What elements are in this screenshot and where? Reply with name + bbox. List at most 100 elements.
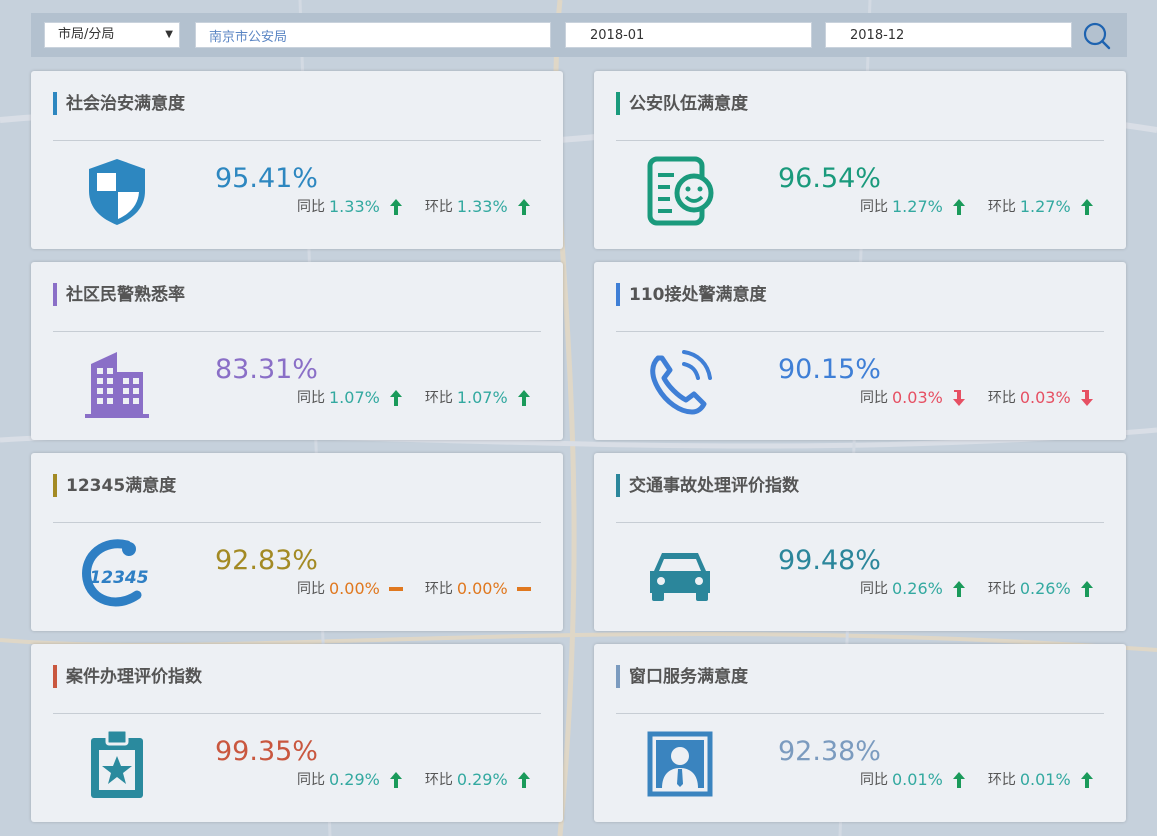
- mom-down-arrow-icon: [1080, 390, 1093, 406]
- card-compare: 同比 0.00% 环比 0.00%: [297, 578, 531, 600]
- card-value: 99.35%: [215, 736, 318, 767]
- mom-up-arrow-icon: [517, 199, 530, 215]
- card-divider: [53, 522, 541, 523]
- stat-card: 社会治安满意度 95.41% 同比 1.33% 环比 1.33%: [31, 71, 563, 249]
- mom-label: 环比: [987, 772, 1016, 788]
- yoy-up-arrow-icon: [952, 772, 965, 788]
- svg-text:12345: 12345: [89, 568, 148, 588]
- building-icon: [77, 342, 157, 422]
- yoy-value: 0.00%: [329, 579, 380, 598]
- stat-card: 交通事故处理评价指数 99.48% 同比 0.26% 环比 0.26%: [594, 453, 1126, 631]
- mom-up-arrow-icon: [1080, 772, 1093, 788]
- card-compare: 同比 1.07% 环比 1.07%: [297, 387, 531, 409]
- mom-up-arrow-icon: [517, 390, 530, 406]
- mom-label: 环比: [987, 581, 1016, 597]
- card-title-accent: [53, 92, 57, 115]
- card-title: 交通事故处理评价指数: [629, 476, 799, 496]
- mom-value: 1.27%: [1019, 197, 1071, 216]
- yoy-value: 1.07%: [329, 388, 380, 407]
- mom-label: 环比: [424, 390, 453, 406]
- yoy-up-arrow-icon: [389, 772, 402, 788]
- mom-up-arrow-icon: [517, 772, 530, 788]
- card-title: 12345满意度: [66, 476, 177, 496]
- mom-value: 0.00%: [456, 579, 508, 598]
- mom-flat-dash-icon: [516, 587, 531, 591]
- card-value: 90.15%: [778, 354, 881, 385]
- yoy-up-arrow-icon: [952, 581, 965, 597]
- stat-card: 110接处警满意度 90.15% 同比 0.03% 环比 0.03%: [594, 262, 1126, 440]
- caret-down-icon: ▼: [165, 29, 173, 40]
- card-divider: [616, 522, 1104, 523]
- card-title-accent: [53, 665, 57, 688]
- card-value: 92.83%: [215, 545, 318, 576]
- yoy-value: 0.26%: [892, 579, 943, 598]
- card-title-accent: [616, 92, 620, 115]
- mom-up-arrow-icon: [1080, 199, 1093, 215]
- mom-label: 环比: [424, 581, 453, 597]
- shield-icon: [77, 151, 157, 231]
- card-title-accent: [53, 474, 57, 497]
- card-title: 社区民警熟悉率: [66, 285, 185, 305]
- yoy-up-arrow-icon: [389, 390, 402, 406]
- mom-label: 环比: [987, 390, 1016, 406]
- card-compare: 同比 0.01% 环比 0.01%: [860, 769, 1094, 791]
- start-date-input[interactable]: [565, 22, 812, 48]
- card-compare: 同比 0.26% 环比 0.26%: [860, 578, 1094, 600]
- mom-value: 1.07%: [456, 388, 508, 407]
- card-title-accent: [616, 665, 620, 688]
- filter-toolbar: 市局/分局 ▼: [31, 13, 1127, 57]
- stat-card: 窗口服务满意度 92.38% 同比 0.01% 环比 0.01%: [594, 644, 1126, 822]
- mom-value: 1.33%: [456, 197, 508, 216]
- yoy-label: 同比: [860, 199, 888, 215]
- card-value: 83.31%: [215, 354, 318, 385]
- yoy-value: 0.01%: [892, 770, 943, 789]
- mom-value: 0.26%: [1019, 579, 1071, 598]
- yoy-label: 同比: [297, 772, 325, 788]
- card-compare: 同比 0.29% 环比 0.29%: [297, 769, 531, 791]
- card-compare: 同比 1.27% 环比 1.27%: [860, 196, 1094, 218]
- card-value: 95.41%: [215, 163, 318, 194]
- mom-value: 0.03%: [1019, 388, 1071, 407]
- mom-up-arrow-icon: [1080, 581, 1093, 597]
- car-icon: [640, 533, 720, 613]
- card-title: 案件办理评价指数: [66, 667, 202, 687]
- card-divider: [616, 140, 1104, 141]
- stat-card: 公安队伍满意度 96.54% 同比 1.27% 环比 1.27%: [594, 71, 1126, 249]
- level-select[interactable]: 市局/分局 ▼: [44, 22, 180, 48]
- yoy-value: 1.27%: [892, 197, 943, 216]
- card-title: 社会治安满意度: [66, 94, 185, 114]
- yoy-value: 0.29%: [329, 770, 380, 789]
- yoy-label: 同比: [297, 581, 325, 597]
- card-value: 96.54%: [778, 163, 881, 194]
- yoy-down-arrow-icon: [952, 390, 965, 406]
- mom-label: 环比: [424, 772, 453, 788]
- unit-input[interactable]: [195, 22, 551, 48]
- portrait-icon: [640, 724, 720, 804]
- yoy-value: 0.03%: [892, 388, 943, 407]
- card-compare: 同比 0.03% 环比 0.03%: [860, 387, 1094, 409]
- card-title-accent: [53, 283, 57, 306]
- yoy-value: 1.33%: [329, 197, 380, 216]
- stat-card: 社区民警熟悉率 83.31% 同比 1.07% 环比 1.07%: [31, 262, 563, 440]
- stat-card: 案件办理评价指数 99.35% 同比 0.29% 环比 0.29%: [31, 644, 563, 822]
- end-date-input[interactable]: [825, 22, 1072, 48]
- yoy-up-arrow-icon: [952, 199, 965, 215]
- yoy-label: 同比: [297, 199, 325, 215]
- yoy-flat-dash-icon: [388, 587, 403, 591]
- yoy-up-arrow-icon: [389, 199, 402, 215]
- search-icon[interactable]: [1082, 21, 1112, 51]
- card-title: 公安队伍满意度: [629, 94, 748, 114]
- yoy-label: 同比: [860, 772, 888, 788]
- yoy-label: 同比: [860, 390, 888, 406]
- mom-value: 0.29%: [456, 770, 508, 789]
- level-select-value: 市局/分局: [58, 27, 115, 42]
- card-divider: [53, 331, 541, 332]
- yoy-label: 同比: [860, 581, 888, 597]
- mom-label: 环比: [424, 199, 453, 215]
- card-value: 92.38%: [778, 736, 881, 767]
- card-title: 110接处警满意度: [629, 285, 767, 305]
- phone-icon: [640, 342, 720, 422]
- card-title-accent: [616, 474, 620, 497]
- card-divider: [616, 713, 1104, 714]
- card-divider: [53, 140, 541, 141]
